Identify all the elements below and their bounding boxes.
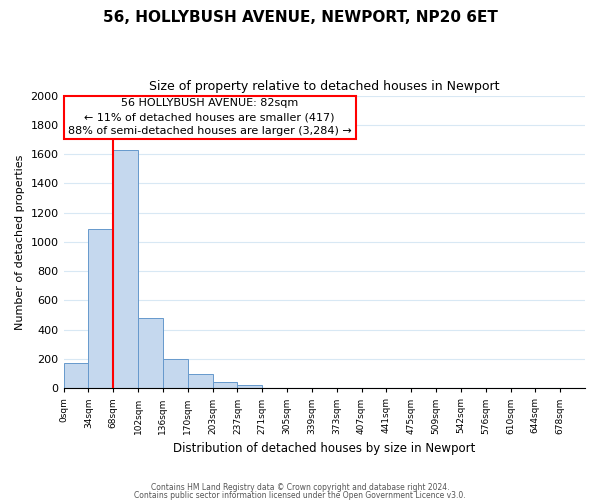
Bar: [138, 318, 163, 388]
Bar: [238, 386, 262, 388]
Text: Contains HM Land Registry data © Crown copyright and database right 2024.: Contains HM Land Registry data © Crown c…: [151, 484, 449, 492]
Text: 56 HOLLYBUSH AVENUE: 82sqm: 56 HOLLYBUSH AVENUE: 82sqm: [121, 98, 298, 108]
Text: Contains public sector information licensed under the Open Government Licence v3: Contains public sector information licen…: [134, 491, 466, 500]
X-axis label: Distribution of detached houses by size in Newport: Distribution of detached houses by size …: [173, 442, 475, 455]
Text: 88% of semi-detached houses are larger (3,284) →: 88% of semi-detached houses are larger (…: [68, 126, 352, 136]
Bar: [212, 382, 238, 388]
Bar: [188, 374, 212, 388]
Text: ← 11% of detached houses are smaller (417): ← 11% of detached houses are smaller (41…: [85, 112, 335, 122]
Bar: [64, 364, 88, 388]
Y-axis label: Number of detached properties: Number of detached properties: [15, 154, 25, 330]
Text: 56, HOLLYBUSH AVENUE, NEWPORT, NP20 6ET: 56, HOLLYBUSH AVENUE, NEWPORT, NP20 6ET: [103, 10, 497, 25]
FancyBboxPatch shape: [64, 96, 356, 140]
Title: Size of property relative to detached houses in Newport: Size of property relative to detached ho…: [149, 80, 500, 93]
Bar: [163, 359, 188, 388]
Bar: [88, 228, 113, 388]
Bar: [113, 150, 138, 388]
